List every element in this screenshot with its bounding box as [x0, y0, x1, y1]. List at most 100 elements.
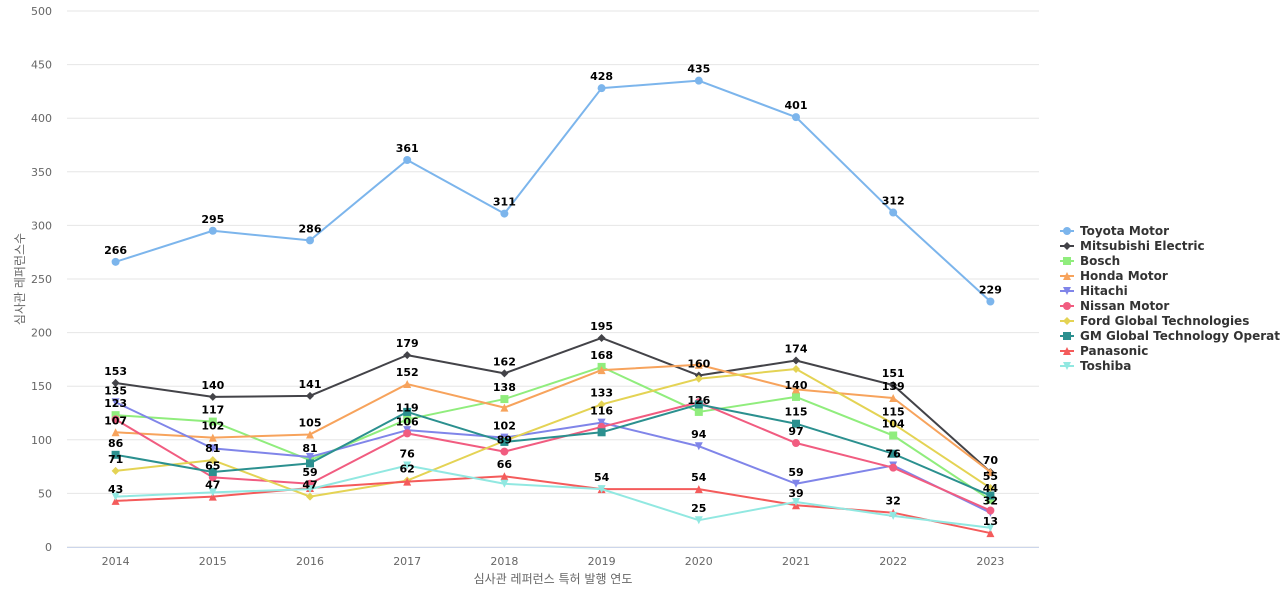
- y-tick-label: 50: [38, 487, 52, 500]
- legend-item[interactable]: Nissan Motor: [1060, 299, 1169, 313]
- legend-label: Bosch: [1080, 254, 1120, 268]
- y-axis: 0 50 100 150 200 250 300 350 400 450 500: [31, 5, 52, 554]
- data-label: 160: [687, 357, 710, 370]
- legend-symbol: [1063, 332, 1071, 340]
- x-tick-label: 2022: [879, 555, 907, 568]
- legend-item[interactable]: Panasonic: [1060, 344, 1148, 358]
- data-point: [208, 467, 217, 476]
- legend-item[interactable]: Bosch: [1060, 254, 1120, 268]
- data-label: 89: [497, 434, 512, 447]
- x-tick-label: 2017: [393, 555, 421, 568]
- data-label: 44: [983, 482, 999, 495]
- data-point: [500, 472, 509, 481]
- data-point: [889, 381, 898, 390]
- data-point: [500, 403, 509, 412]
- x-tick-label: 2019: [588, 555, 616, 568]
- data-label: 123: [104, 397, 127, 410]
- grid: [67, 10, 1039, 548]
- data-point: [889, 511, 898, 520]
- data-point: [111, 492, 120, 501]
- data-point: [111, 428, 120, 437]
- data-point: [694, 442, 703, 451]
- data-point: [597, 428, 606, 437]
- legend-item[interactable]: Mitsubishi Electric: [1060, 239, 1205, 253]
- legend-item[interactable]: Honda Motor: [1060, 269, 1168, 283]
- data-label: 94: [691, 428, 707, 441]
- data-point: [306, 430, 314, 439]
- data-label: 140: [785, 379, 808, 392]
- data-point: [111, 398, 120, 407]
- data-point: [111, 257, 120, 266]
- data-point: [403, 429, 412, 438]
- data-point: [694, 360, 703, 369]
- data-label: 13: [983, 515, 998, 528]
- y-axis-title: 심사관 레퍼런스수: [13, 233, 27, 325]
- series-line: [115, 79, 992, 303]
- data-point: [208, 444, 217, 453]
- data-label: 151: [882, 367, 905, 380]
- data-label: 102: [493, 420, 516, 433]
- series-3: [111, 360, 995, 476]
- legend-item[interactable]: Hitachi: [1060, 284, 1128, 298]
- data-point: [694, 374, 703, 383]
- legend-symbol: [1063, 272, 1071, 280]
- data-label: 266: [104, 244, 127, 257]
- x-tick-label: 2020: [685, 555, 713, 568]
- data-point: [500, 437, 509, 446]
- data-label: 81: [205, 442, 220, 455]
- data-point: [694, 400, 703, 409]
- series-line: [115, 368, 991, 498]
- series-line: [115, 403, 991, 497]
- data-point: [111, 415, 120, 424]
- data-point: [792, 392, 800, 401]
- data-label: 126: [687, 394, 710, 407]
- data-point: [111, 496, 120, 505]
- data-label: 62: [400, 463, 415, 476]
- data-point: [597, 418, 606, 427]
- series-group: [111, 76, 995, 538]
- data-point: [500, 369, 509, 378]
- data-point: [986, 495, 995, 504]
- data-label: 54: [594, 471, 610, 484]
- data-label: 32: [983, 495, 998, 508]
- data-point: [500, 447, 509, 456]
- legend-label: Ford Global Technologies: [1080, 314, 1249, 328]
- data-label: 59: [302, 466, 317, 479]
- legend-item[interactable]: Toyota Motor: [1060, 224, 1169, 238]
- data-point: [889, 463, 898, 472]
- data-point: [111, 411, 120, 420]
- data-point: [792, 479, 800, 488]
- series-line: [115, 363, 992, 473]
- legend-label: Toshiba: [1080, 359, 1131, 373]
- data-point: [306, 492, 314, 501]
- data-point: [306, 391, 314, 400]
- data-label: 54: [691, 471, 707, 484]
- data-label: 140: [201, 379, 224, 392]
- data-point: [403, 477, 412, 486]
- data-point: [889, 431, 898, 440]
- data-point: [792, 113, 800, 122]
- data-point: [208, 456, 217, 465]
- legend-item[interactable]: GM Global Technology Operat...: [1060, 329, 1280, 343]
- series-line: [115, 401, 991, 512]
- data-point: [694, 407, 703, 416]
- data-label: 66: [497, 458, 513, 471]
- legend-symbol: [1063, 302, 1071, 310]
- series-4: [111, 398, 995, 517]
- legend-symbol: [1063, 257, 1071, 265]
- legend-item[interactable]: Toshiba: [1060, 359, 1131, 373]
- y-tick-label: 200: [31, 327, 52, 340]
- data-label: 97: [788, 425, 803, 438]
- legend-label: Panasonic: [1080, 344, 1148, 358]
- data-point: [986, 297, 995, 306]
- data-point: [986, 491, 995, 500]
- data-point: [403, 351, 412, 360]
- legend-item[interactable]: Ford Global Technologies: [1060, 314, 1249, 328]
- data-label: 401: [785, 99, 808, 112]
- data-point: [986, 523, 995, 532]
- data-point: [306, 236, 314, 245]
- legend-symbol: [1063, 287, 1071, 295]
- data-label: 59: [788, 466, 803, 479]
- legend-label: Honda Motor: [1080, 269, 1168, 283]
